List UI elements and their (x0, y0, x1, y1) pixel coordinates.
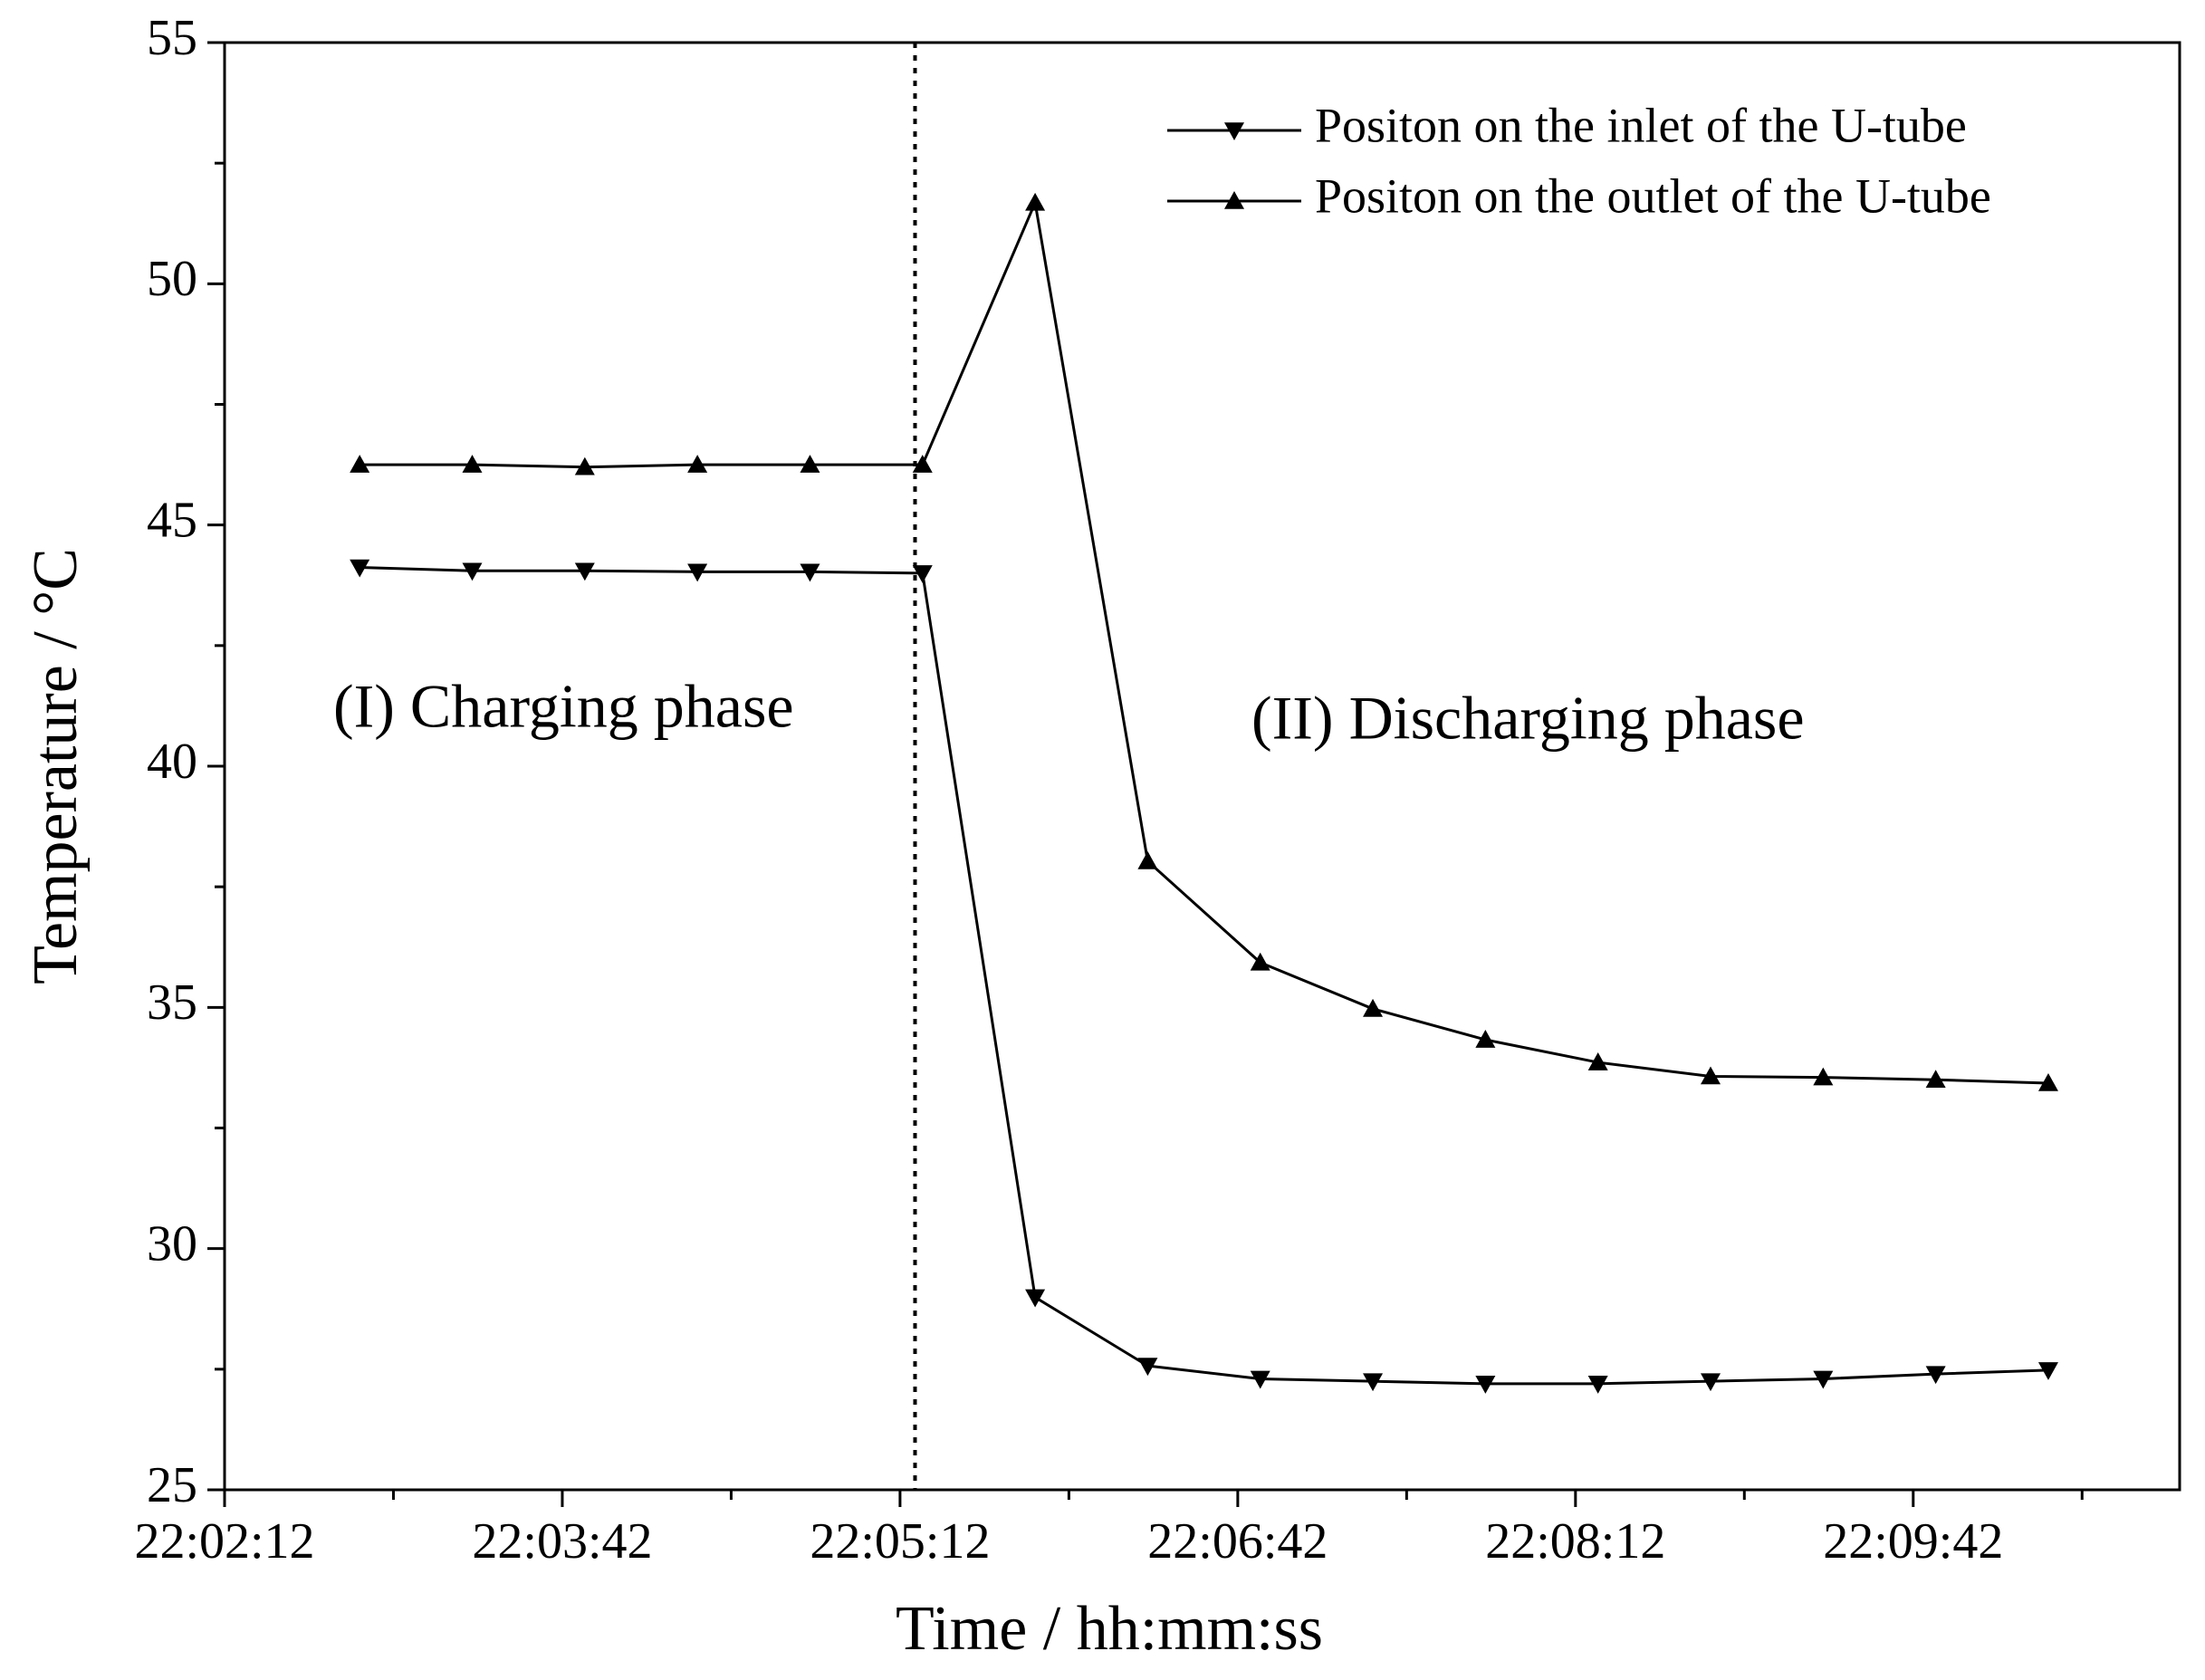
data-point (912, 455, 933, 473)
data-point (800, 563, 820, 582)
data-point (1813, 1067, 1834, 1086)
data-point (1813, 1370, 1834, 1389)
annotation: (I) Charging phase (333, 672, 794, 741)
data-point (1025, 1289, 1046, 1308)
data-point (350, 455, 370, 473)
x-tick-label: 22:08:12 (1485, 1513, 1665, 1570)
y-tick-label: 50 (147, 251, 197, 307)
y-tick-label: 45 (147, 493, 197, 549)
y-tick-label: 40 (147, 734, 197, 790)
data-point (2037, 1072, 2058, 1091)
data-point (912, 565, 933, 583)
series-line (360, 566, 2049, 1386)
data-point (574, 562, 595, 581)
data-point (800, 455, 820, 473)
data-point (574, 456, 595, 475)
data-point (687, 563, 708, 582)
legend-label: Positon on the outlet of the U-tube (1315, 168, 1991, 223)
y-tick-label: 35 (147, 974, 197, 1031)
data-point (462, 455, 483, 473)
data-point (1363, 998, 1384, 1017)
x-tick-label: 22:06:42 (1147, 1513, 1328, 1570)
data-point (1250, 1370, 1270, 1389)
legend-marker (1224, 122, 1244, 140)
data-point (1925, 1366, 1946, 1385)
data-point (1250, 952, 1270, 971)
y-tick-label: 25 (147, 1457, 197, 1513)
data-point (1475, 1030, 1496, 1048)
data-point (1025, 192, 1046, 211)
data-point (1137, 850, 1158, 869)
data-point (1587, 1052, 1608, 1070)
x-tick-label: 22:02:12 (134, 1513, 314, 1570)
data-point (687, 455, 708, 473)
x-tick-label: 22:03:42 (472, 1513, 652, 1570)
data-point (1475, 1376, 1496, 1394)
data-point (2037, 1362, 2058, 1380)
legend-label: Positon on the inlet of the U-tube (1315, 98, 1967, 152)
x-axis-label: Time / hh:mm:ss (896, 1594, 1323, 1664)
data-point (1363, 1373, 1384, 1392)
data-point (350, 559, 370, 578)
series-line (360, 197, 2049, 1085)
data-point (1925, 1070, 1946, 1089)
plot-frame (223, 41, 2181, 1492)
data-point (1137, 1358, 1158, 1377)
annotation: (II) Discharging phase (1251, 684, 1805, 753)
data-point (1587, 1376, 1608, 1394)
data-point (1701, 1066, 1721, 1085)
x-tick-label: 22:09:42 (1823, 1513, 2003, 1570)
y-tick-label: 55 (147, 10, 197, 66)
x-tick-label: 22:05:12 (810, 1513, 990, 1570)
data-point (462, 562, 483, 581)
y-tick-label: 30 (147, 1216, 197, 1272)
y-axis-label: Temperature / °C (21, 548, 91, 984)
data-point (1701, 1373, 1721, 1392)
legend-marker (1224, 191, 1244, 209)
